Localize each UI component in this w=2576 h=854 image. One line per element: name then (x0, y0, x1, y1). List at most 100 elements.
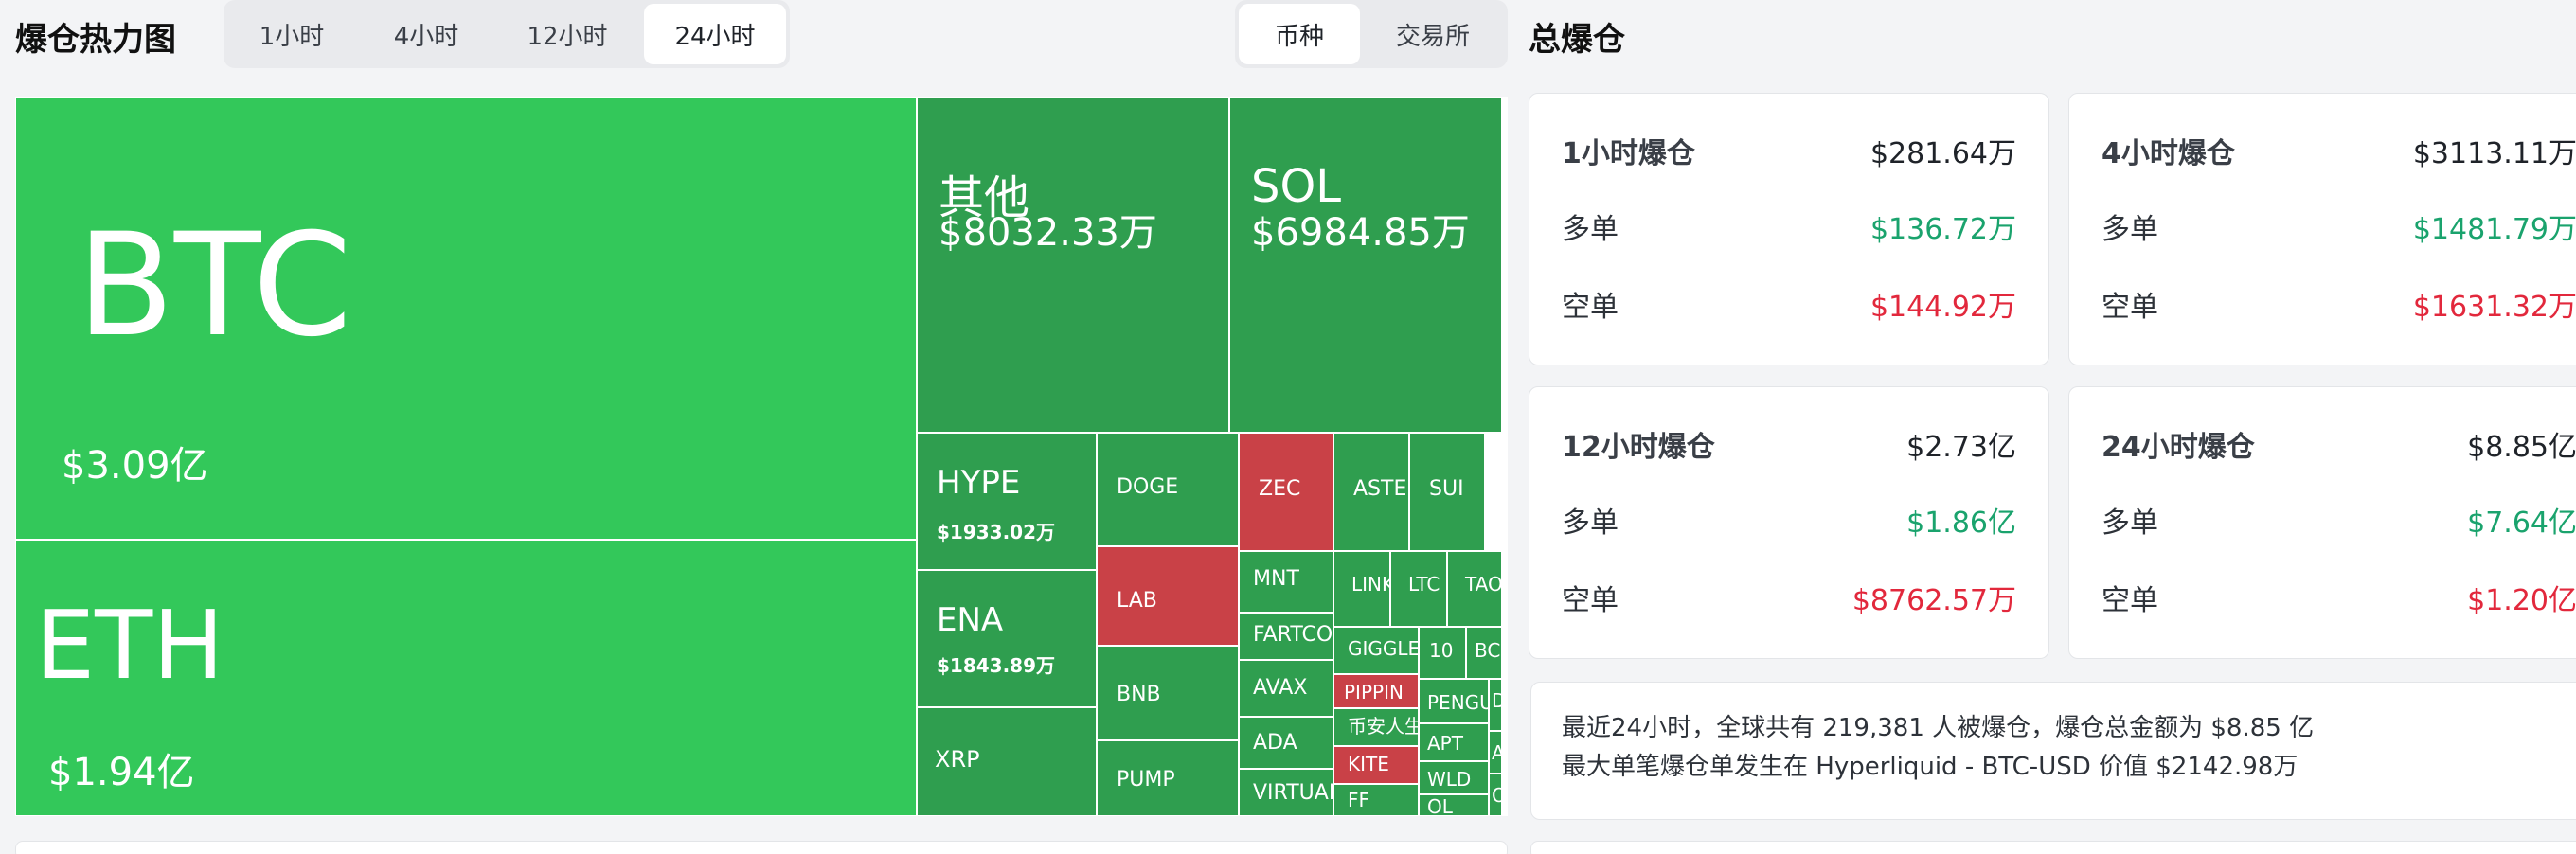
card-label: 4小时爆仓 (2102, 130, 2235, 171)
treemap-tile-lab[interactable]: LAB (1097, 546, 1239, 646)
summary-card-4h: 4小时爆仓 $3113.11万 多单 $1481.79万 空单 $1631.32万 (2068, 93, 2576, 365)
long-value: $1.86亿 (1906, 499, 2016, 541)
treemap-tile-pump[interactable]: PUMP (1097, 740, 1239, 816)
treemap-tile-fartcoin[interactable]: FARTCOIN (1239, 613, 1333, 660)
tile-name: VIRTUAL (1253, 781, 1333, 805)
tile-value: $3.09亿 (62, 435, 208, 489)
tile-name: SUI (1429, 477, 1464, 501)
treemap-tile-zec[interactable]: ZEC (1239, 433, 1333, 551)
tile-name: ADA (1253, 731, 1297, 755)
treemap-tile-link[interactable]: LINK (1333, 551, 1390, 627)
card-total: $2.73亿 (1906, 423, 2016, 465)
treemap-tile-ada[interactable]: ADA (1239, 717, 1333, 769)
treemap-tile-ena[interactable]: ENA $1843.89万 (917, 570, 1097, 707)
tile-name: D (1492, 689, 1502, 712)
tab-4h[interactable]: 4小时 (362, 4, 491, 64)
treemap-tile-kite[interactable]: KITE (1333, 746, 1419, 784)
tile-name: PUMP (1117, 768, 1175, 792)
tile-name: ZEC (1259, 477, 1300, 501)
treemap-tile-ol[interactable]: OL (1419, 794, 1489, 816)
treemap-tile-doge[interactable]: DOGE (1097, 433, 1239, 546)
treemap-tile-avax[interactable]: AVAX (1239, 660, 1333, 717)
tile-name: XRP (935, 746, 980, 773)
tile-value: $1843.89万 (937, 650, 1055, 678)
treemap-tile-其他[interactable]: 其他 $8032.33万 (917, 97, 1229, 433)
tile-name: PENGU (1427, 691, 1489, 714)
treemap-tile-eth[interactable]: ETH $1.94亿 (15, 540, 917, 816)
tab-1h[interactable]: 1小时 (227, 4, 356, 64)
tile-name: KITE (1348, 753, 1389, 775)
tile-value: $1933.02万 (937, 517, 1055, 544)
info-line-largest: 最大单笔爆仓单发生在 Hyperliquid - BTC-USD 价值 $214… (1562, 748, 2560, 787)
tile-name: LINK (1351, 573, 1390, 596)
tile-name: BTC (77, 204, 351, 368)
tile-value: $8032.33万 (939, 202, 1157, 257)
tile-name: O (1492, 784, 1502, 807)
long-label: 多单 (2102, 499, 2158, 541)
tile-value: $6984.85万 (1251, 202, 1470, 257)
treemap-tile-sol[interactable]: SOL $6984.85万 (1229, 97, 1502, 433)
tile-name: WLD (1427, 768, 1471, 791)
tile-name: OL (1427, 795, 1453, 816)
treemap-tile-apt[interactable]: APT (1419, 723, 1489, 761)
long-value: $136.72万 (1870, 205, 2016, 247)
treemap-tile-virtual[interactable]: VIRTUAL (1239, 769, 1333, 816)
tile-name: LTC (1408, 573, 1440, 596)
card-label: 12小时爆仓 (1562, 423, 1715, 465)
treemap-tile-a[interactable]: A (1489, 731, 1502, 774)
treemap-tile-10[interactable]: 10 (1419, 627, 1466, 679)
treemap-tile-xrp[interactable]: XRP (917, 707, 1097, 816)
treemap-tile-wld[interactable]: WLD (1419, 761, 1489, 794)
tile-name: FARTCOIN (1253, 623, 1333, 647)
treemap-tile-giggle[interactable]: GIGGLE (1333, 627, 1419, 674)
treemap-tile-mnt[interactable]: MNT (1239, 551, 1333, 613)
treemap-tile-ltc[interactable]: LTC (1390, 551, 1447, 627)
treemap-tile-hype[interactable]: HYPE $1933.02万 (917, 433, 1097, 570)
treemap-tile-pippin[interactable]: PIPPIN (1333, 674, 1419, 708)
long-label: 多单 (1562, 499, 1619, 541)
tile-name: LAB (1117, 589, 1157, 613)
short-label: 空单 (2102, 283, 2158, 325)
treemap-tile-pengu[interactable]: PENGU (1419, 679, 1489, 723)
treemap-tile-btc[interactable]: BTC $3.09亿 (15, 97, 917, 540)
long-value: $7.64亿 (2467, 499, 2576, 541)
card-label: 24小时爆仓 (2102, 423, 2255, 465)
tab-by-coin[interactable]: 币种 (1239, 4, 1360, 64)
treemap-tile-bc[interactable]: BC (1466, 627, 1502, 679)
tile-name: GIGGLE (1348, 637, 1419, 660)
short-value: $144.92万 (1870, 283, 2016, 325)
short-label: 空单 (1562, 577, 1619, 618)
tab-12h[interactable]: 12小时 (496, 4, 638, 64)
liquidation-treemap: BTC $3.09亿 ETH $1.94亿 其他 $8032.33万 SOL $6984.85… (15, 97, 1508, 816)
short-label: 空单 (1562, 283, 1619, 325)
tile-name: AVAX (1253, 676, 1307, 700)
tile-name: ASTER (1353, 477, 1409, 501)
next-panel-edge (15, 841, 1508, 854)
summary-card-12h: 12小时爆仓 $2.73亿 多单 $1.86亿 空单 $8762.57万 (1529, 386, 2049, 659)
tab-by-exchange[interactable]: 交易所 (1366, 4, 1500, 64)
long-label: 多单 (2102, 205, 2158, 247)
tab-24h[interactable]: 24小时 (644, 4, 786, 64)
tile-name: HYPE (937, 464, 1020, 502)
tile-name: 10 (1429, 639, 1453, 662)
tile-name: BC (1475, 639, 1500, 662)
tile-name: FF (1348, 789, 1369, 811)
next-panel-edge (1530, 841, 2576, 854)
summary-card-1h: 1小时爆仓 $281.64万 多单 $136.72万 空单 $144.92万 (1529, 93, 2049, 365)
treemap-tile-bnb[interactable]: BNB (1097, 646, 1239, 740)
treemap-tile-o[interactable]: O (1489, 774, 1502, 816)
tile-name: DOGE (1117, 475, 1178, 499)
tile-name: TAO (1465, 573, 1502, 596)
card-total: $281.64万 (1870, 130, 2016, 171)
treemap-tile-sui[interactable]: SUI (1409, 433, 1485, 551)
treemap-tile-tao[interactable]: TAO (1447, 551, 1502, 627)
long-label: 多单 (1562, 205, 1619, 247)
treemap-tile-ff[interactable]: FF (1333, 784, 1419, 816)
treemap-tile-aster[interactable]: ASTER (1333, 433, 1409, 551)
group-tabs: 币种 交易所 (1235, 0, 1508, 68)
treemap-tile-币安人生[interactable]: 币安人生 (1333, 708, 1419, 746)
short-label: 空单 (2102, 577, 2158, 618)
tile-name: 币安人生 (1348, 711, 1419, 738)
card-total: $8.85亿 (2467, 423, 2576, 465)
treemap-tile-d[interactable]: D (1489, 679, 1502, 731)
